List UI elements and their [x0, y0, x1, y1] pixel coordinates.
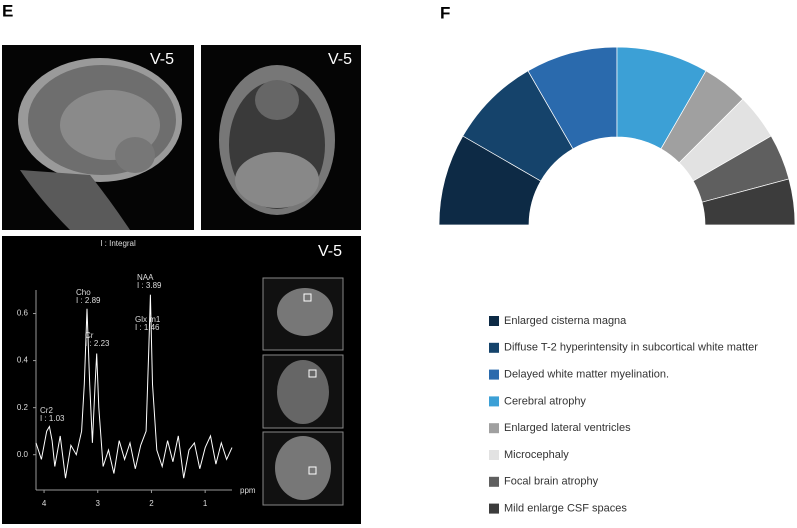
legend-swatch: [489, 396, 499, 407]
image-tag: V-5: [328, 51, 352, 68]
mri-axial: [201, 45, 361, 230]
legend-swatch: [489, 316, 499, 326]
legend-swatch: [489, 450, 499, 460]
peak-label: NAA: [137, 273, 154, 282]
legend-label: Delayed white matter myelination.: [504, 369, 669, 381]
donut-segment: [701, 178, 796, 226]
legend-label: Diffuse T-2 hyperintensity in subcortica…: [504, 342, 758, 354]
peak-integral: I : 1.03: [40, 414, 65, 423]
panel-letter: E: [2, 1, 13, 20]
legend-swatch: [489, 476, 499, 487]
y-tick-label: 0.0: [17, 450, 29, 459]
legend-label: Microcephaly: [504, 449, 569, 461]
mri-sagittal: [2, 45, 194, 230]
legend-swatch: [489, 342, 499, 353]
x-tick-label: 2: [149, 499, 154, 508]
legend-swatch: [489, 423, 499, 434]
x-axis-label: ppm: [240, 486, 256, 495]
thumbnails: [262, 277, 344, 506]
x-tick-label: 4: [42, 499, 47, 508]
legend-label: Enlarged lateral ventricles: [504, 422, 631, 434]
peak-label: Cr2: [40, 406, 53, 415]
image-tag: V-5: [318, 243, 342, 260]
legend-swatch: [489, 369, 499, 380]
peak-integral: I : 1.46: [135, 323, 160, 332]
panel-letter: F: [440, 3, 450, 22]
spectrum-line: [35, 294, 233, 479]
legend-swatch: [489, 503, 499, 514]
y-tick-label: 0.2: [17, 403, 29, 412]
image-tag: V-5: [150, 51, 174, 68]
peak-label: Cho: [76, 288, 91, 297]
spectrum-title: I : Integral: [100, 239, 136, 248]
peak-integral: I : 2.23: [85, 339, 110, 348]
legend-label: Mild enlarge CSF spaces: [504, 503, 627, 515]
legend-label: Focal brain atrophy: [504, 476, 599, 488]
peak-label: Cr: [85, 331, 94, 340]
y-tick-label: 0.4: [17, 356, 29, 365]
peak-label: Glx m1: [135, 315, 161, 324]
legend-label: Enlarged cisterna magna: [504, 315, 627, 327]
x-tick-label: 1: [203, 499, 208, 508]
peak-integral: I : 3.89: [137, 281, 162, 290]
x-tick-label: 3: [96, 499, 101, 508]
legend-label: Cerebral atrophy: [504, 395, 586, 407]
peak-integral: I : 2.89: [76, 296, 101, 305]
y-tick-label: 0.6: [17, 309, 29, 318]
